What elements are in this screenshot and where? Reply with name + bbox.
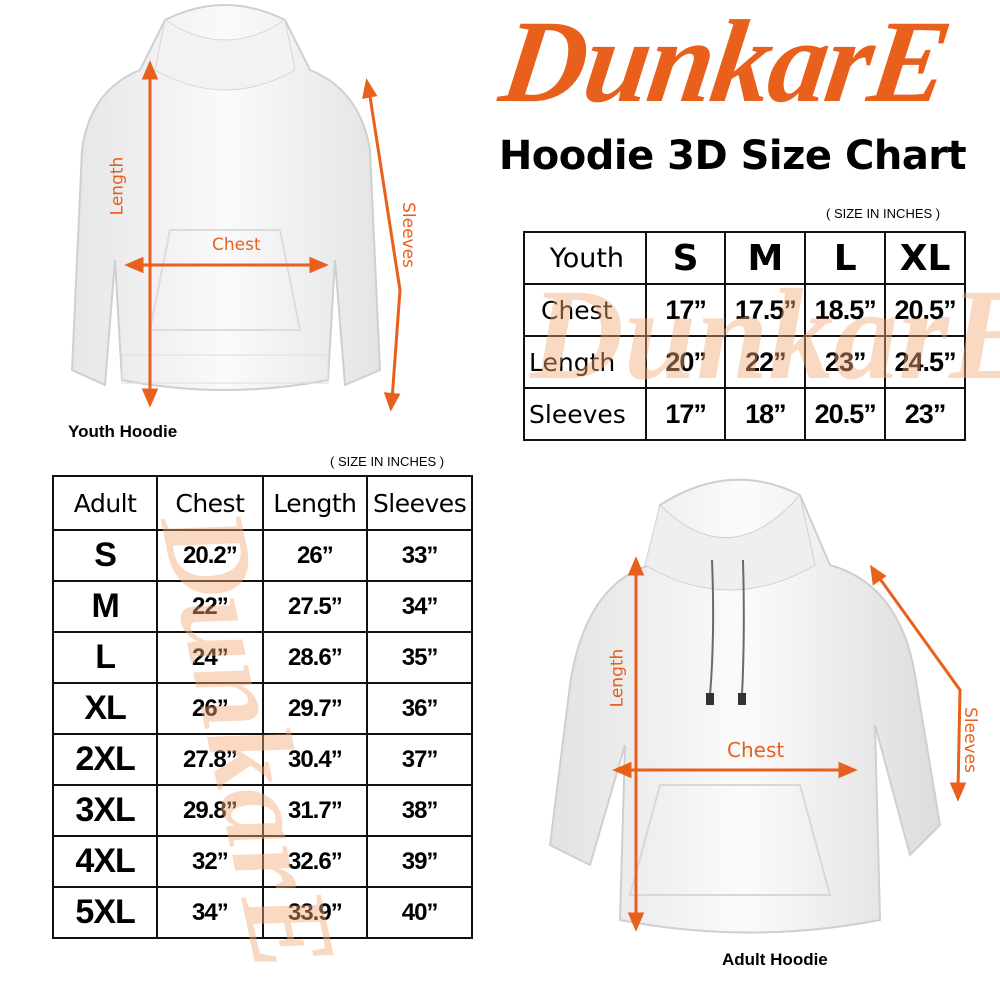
cell: 37” <box>366 733 473 786</box>
table-row: 2XL 27.8” 30.4” 37” <box>51 733 473 786</box>
cell: 29.7” <box>261 682 369 735</box>
table-row: 4XL 32” 32.6” 39” <box>51 835 473 888</box>
cell: 23” <box>804 335 887 389</box>
cell: 18” <box>724 387 807 441</box>
youth-unit-note: ( SIZE IN INCHES ) <box>826 206 941 221</box>
column-header: XL <box>884 231 966 285</box>
cell: 24.5” <box>884 335 966 389</box>
size-cell: 2XL <box>51 733 159 786</box>
adult-measure-arrows <box>612 556 967 932</box>
cell: 17” <box>644 387 727 441</box>
column-header: Adult <box>51 475 159 531</box>
brand-logo: DunkarE <box>493 0 957 127</box>
cell: 31.7” <box>261 784 369 837</box>
cell: 34” <box>366 580 473 633</box>
youth-length-label: Length <box>107 156 128 216</box>
cell: 20.5” <box>884 283 966 337</box>
page-title: Hoodie 3D Size Chart <box>498 133 967 179</box>
cell: 27.5” <box>261 580 369 633</box>
table-row: Chest 17” 17.5” 18.5” 20.5” <box>523 283 966 337</box>
row-header: Sleeves <box>523 387 647 441</box>
cell: 20.2” <box>156 529 264 582</box>
table-row: Length 20” 22” 23” 24.5” <box>523 335 966 389</box>
size-cell: M <box>51 580 159 633</box>
adult-chest-label: Chest <box>727 738 785 762</box>
cell: 22” <box>724 335 807 389</box>
cell: 39” <box>366 835 473 888</box>
cell: 27.8” <box>156 733 264 786</box>
size-cell: 4XL <box>51 835 159 888</box>
adult-hoodie-image <box>548 478 942 934</box>
table-row: S 20.2” 26” 33” <box>51 529 473 582</box>
cell: 33” <box>366 529 473 582</box>
youth-measure-arrows <box>124 60 402 412</box>
size-cell: 3XL <box>51 784 159 837</box>
adult-length-label: Length <box>607 648 628 708</box>
column-header: S <box>644 231 727 285</box>
youth-chest-label: Chest <box>212 235 261 255</box>
table-row: Sleeves 17” 18” 20.5” 23” <box>523 387 966 441</box>
youth-hoodie-label: Youth Hoodie <box>68 422 178 441</box>
cell: 24” <box>156 631 264 684</box>
column-header: M <box>724 231 807 285</box>
youth-sleeves-label: Sleeves <box>397 202 418 268</box>
row-header: Chest <box>523 283 647 337</box>
column-header: Chest <box>156 475 264 531</box>
size-cell: 5XL <box>51 886 159 939</box>
adult-hoodie-label: Adult Hoodie <box>722 950 828 969</box>
cell: 32.6” <box>261 835 369 888</box>
row-header: Length <box>523 335 647 389</box>
column-header: Sleeves <box>366 475 473 531</box>
table-header-row: Adult Chest Length Sleeves <box>51 475 473 531</box>
cell: 35” <box>366 631 473 684</box>
cell: 17.5” <box>724 283 807 337</box>
cell: 26” <box>261 529 369 582</box>
table-row: 5XL 34” 33.9” 40” <box>51 886 473 939</box>
cell: 18.5” <box>804 283 887 337</box>
column-header: Length <box>261 475 369 531</box>
table-row: 3XL 29.8” 31.7” 38” <box>51 784 473 837</box>
adult-unit-note: ( SIZE IN INCHES ) <box>330 454 445 469</box>
table-row: XL 26” 29.7” 36” <box>51 682 473 735</box>
cell: 23” <box>884 387 966 441</box>
cell: 29.8” <box>156 784 264 837</box>
adult-size-table: Adult Chest Length Sleeves S 20.2” 26” 33” M… <box>51 475 473 939</box>
adult-sleeves-label: Sleeves <box>959 707 980 773</box>
size-cell: XL <box>51 682 159 735</box>
column-header: L <box>804 231 887 285</box>
size-cell: S <box>51 529 159 582</box>
cell: 32” <box>156 835 264 888</box>
table-row: M 22” 27.5” 34” <box>51 580 473 633</box>
cell: 34” <box>156 886 264 939</box>
cell: 20” <box>644 335 727 389</box>
cell: 17” <box>644 283 727 337</box>
youth-size-table: Youth S M L XL Chest 17” 17.5” 18.5” 20.… <box>523 231 966 441</box>
corner-cell: Youth <box>523 231 647 285</box>
table-row: L 24” 28.6” 35” <box>51 631 473 684</box>
cell: 26” <box>156 682 264 735</box>
cell: 38” <box>366 784 473 837</box>
cell: 28.6” <box>261 631 369 684</box>
cell: 20.5” <box>804 387 887 441</box>
size-cell: L <box>51 631 159 684</box>
cell: 22” <box>156 580 264 633</box>
cell: 33.9” <box>261 886 369 939</box>
table-header-row: Youth S M L XL <box>523 231 966 285</box>
cell: 36” <box>366 682 473 735</box>
cell: 40” <box>366 886 473 939</box>
cell: 30.4” <box>261 733 369 786</box>
